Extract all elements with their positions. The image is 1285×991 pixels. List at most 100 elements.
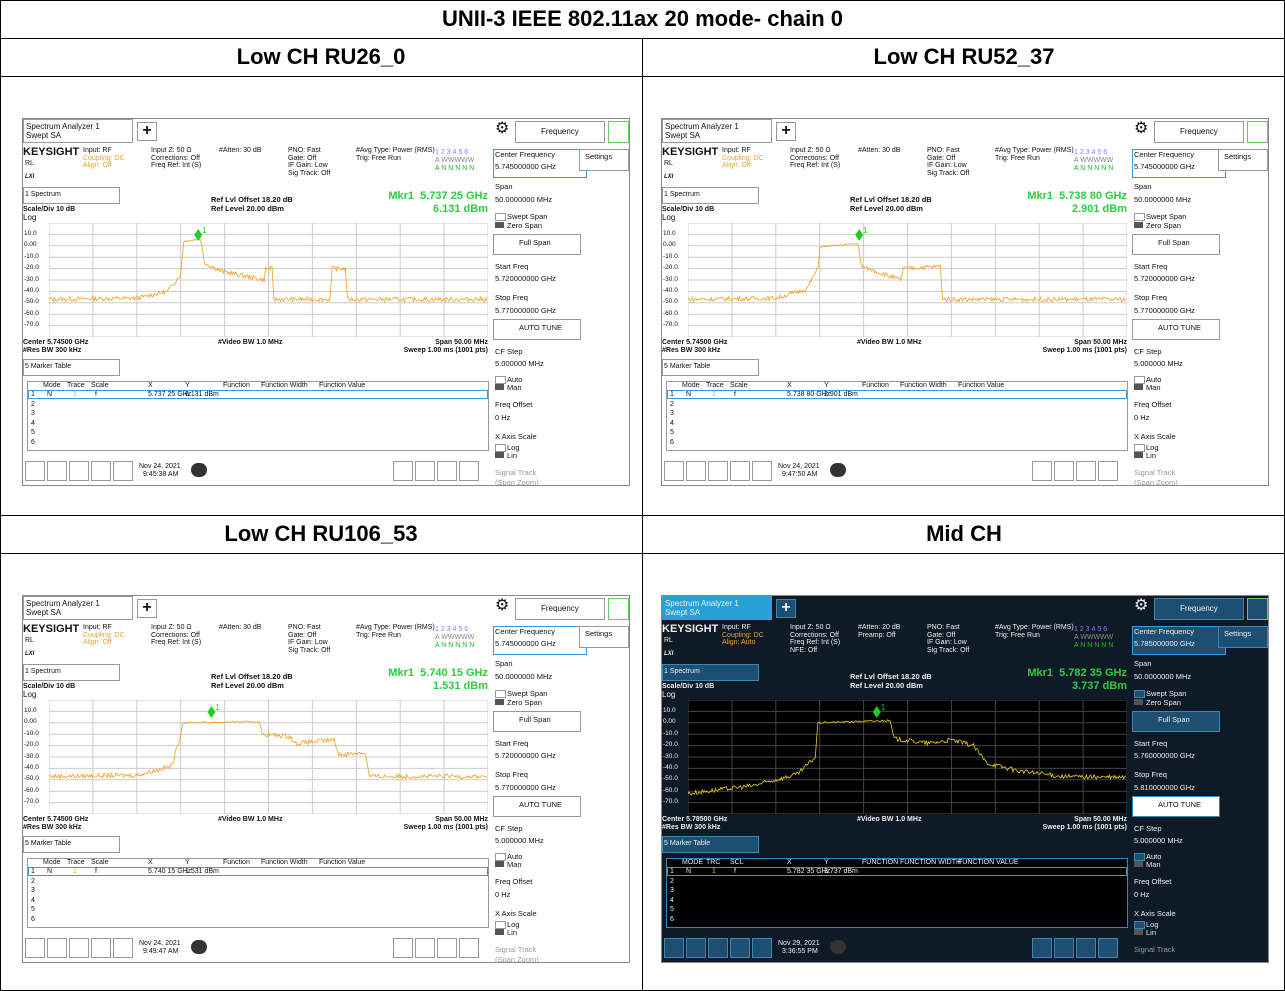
- status-text: Input Z: 50 Ω: [151, 147, 192, 154]
- table-cell: 1: [73, 391, 77, 398]
- table-cell: f: [734, 391, 736, 398]
- y-tick-label: -60.0: [663, 309, 678, 317]
- side-text: 5.785000000 GHz: [1134, 639, 1195, 648]
- taskbar-icon: [1076, 461, 1096, 481]
- taskbar-icon: [113, 938, 133, 958]
- trace-info: A N N N N N: [435, 642, 475, 649]
- tab: [23, 119, 133, 143]
- menu-box: [515, 121, 605, 143]
- status-text: Input Z: 50 Ω: [790, 147, 831, 154]
- radio: [1134, 921, 1145, 929]
- table-header: Function: [223, 859, 250, 866]
- add-tab: +: [776, 599, 796, 618]
- cf-box: [493, 149, 587, 178]
- ref-offset: Ref Lvl Offset 18.20 dB: [211, 672, 293, 681]
- y-tick-label: -30.0: [24, 275, 39, 283]
- taskbar-icon: [708, 461, 728, 481]
- side-text: Auto: [507, 852, 523, 861]
- trace-info: A WWWWW: [435, 634, 475, 641]
- time: 9:49:47 AM: [143, 948, 179, 955]
- side-text: Man: [507, 383, 522, 392]
- sweep: Sweep 1.00 ms (1001 pts): [403, 824, 488, 831]
- y-tick-label: -40.0: [663, 763, 678, 771]
- tab-subtitle: Swept SA: [665, 608, 701, 617]
- table-box: [662, 359, 759, 376]
- lxi: LXI: [664, 651, 674, 657]
- table-cell: 5.738 80 GHz: [787, 391, 831, 398]
- table-cell: 6: [31, 438, 35, 446]
- taskbar-icon: [1054, 938, 1074, 958]
- y-tick-label: 10.0: [663, 229, 676, 237]
- trace: [49, 238, 488, 303]
- status-text: Coupling: DC: [83, 154, 125, 162]
- table-header: Trace: [706, 382, 724, 389]
- menu-box: [1154, 598, 1244, 620]
- side-text: 5.745000000 GHz: [1134, 162, 1195, 171]
- table-cell: 1: [712, 868, 716, 875]
- menu-label: Frequency: [1180, 127, 1218, 136]
- side-text: Stop Freq: [1134, 770, 1167, 779]
- status-text: Freq Ref: Int (S): [790, 162, 841, 169]
- taskbar-icon: [25, 938, 45, 958]
- span: Span 50.00 MHz: [435, 816, 488, 823]
- side-text: 5.000000 MHz: [1134, 836, 1183, 845]
- table-header: Mode: [43, 382, 61, 389]
- taskbar-icon: [393, 461, 413, 481]
- tab-title: Spectrum Analyzer 1: [665, 122, 739, 131]
- side-text: Stop Freq: [495, 293, 528, 302]
- table-title: 5 Marker Table: [25, 840, 72, 847]
- status-text: Corrections: Off: [790, 631, 839, 639]
- lxi: LXI: [25, 174, 35, 180]
- y-tick-label: -70.0: [663, 321, 678, 329]
- status-text: #Avg Type: Power (RMS): [356, 624, 435, 631]
- taskbar-icon: [664, 938, 684, 958]
- vbw: #Video BW 1.0 MHz: [218, 816, 283, 823]
- date: Nov 24, 2021: [778, 463, 820, 470]
- table-box: [23, 836, 120, 853]
- y-tick-label: -10.0: [663, 729, 678, 737]
- cell-heading: Mid CH: [926, 521, 1002, 546]
- status-text: IF Gain: Low: [288, 162, 328, 169]
- status-text: NFE: Off: [790, 646, 818, 654]
- side-text: 5.770000000 GHz: [1134, 306, 1195, 315]
- tab-subtitle: Swept SA: [26, 131, 62, 140]
- side-text: Full Span: [1158, 238, 1190, 247]
- status-text: Corrections: Off: [790, 154, 839, 162]
- taskbar-icon: [1076, 938, 1096, 958]
- side-text: 5.770000000 GHz: [495, 306, 556, 315]
- status-text: PNO: Fast: [288, 624, 321, 631]
- table-cell: 1: [31, 868, 35, 875]
- log: Log: [662, 213, 676, 222]
- side-text: X Axis Scale: [495, 432, 537, 441]
- side-text: 5.000000 MHz: [495, 359, 544, 368]
- scale: Scale/Div 10 dB: [662, 206, 715, 213]
- gear: ⚙: [495, 597, 510, 614]
- rl: RL: [664, 637, 673, 644]
- side-text: (Span Zoom): [1134, 478, 1178, 486]
- side-text: Settings: [1224, 152, 1252, 161]
- table-cell: 1: [73, 868, 77, 875]
- table-box: [662, 836, 759, 853]
- side-text: Signal Track: [1134, 468, 1176, 477]
- table-cell: 6.131 dBm: [185, 391, 219, 398]
- trace-info: A N N N N N: [1074, 165, 1114, 172]
- taskbar-icon: [1032, 461, 1052, 481]
- taskbar-icon: [459, 938, 479, 958]
- status-text: Align: Off: [83, 639, 112, 646]
- table-cell: 4: [31, 896, 35, 904]
- status-text: PNO: Fast: [927, 147, 960, 154]
- lxi: LXI: [664, 174, 674, 180]
- status-text: Align: Off: [722, 162, 751, 169]
- marker-freq: Mkr1 5.737 25 GHz: [388, 190, 488, 202]
- trace: [688, 719, 1127, 796]
- ref-level: Ref Level 20.00 dBm: [850, 681, 923, 690]
- status-text: #Avg Type: Power (RMS): [995, 624, 1074, 631]
- status-text: Coupling: DC: [722, 154, 764, 162]
- rbw: #Res BW 300 kHz: [23, 824, 82, 831]
- side-text: Freq Offset: [495, 400, 533, 409]
- y-tick-label: -40.0: [24, 763, 39, 771]
- autotune-button: [493, 319, 581, 340]
- side-text: Signal Track: [495, 945, 537, 954]
- table-header: Function: [862, 382, 889, 389]
- cf-box: [493, 626, 587, 655]
